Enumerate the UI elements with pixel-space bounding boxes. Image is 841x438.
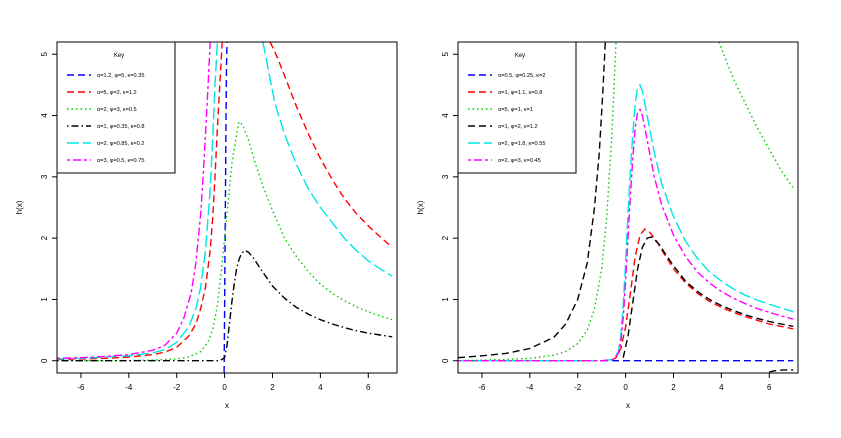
y-tick-label: 5 [40, 51, 49, 56]
series-line-3-part-2 [718, 42, 794, 189]
x-tick-label: 0 [222, 383, 227, 392]
legend-box [457, 41, 577, 174]
series-line-4-part-3 [769, 369, 794, 373]
series-line-1 [223, 42, 228, 373]
x-tick-label: 4 [719, 383, 724, 392]
series-line-2-part-2 [269, 42, 393, 248]
x-tick-label: 6 [767, 383, 772, 392]
y-tick-label: 2 [441, 235, 450, 240]
chart-panel-2: -6 -4 -2 0 2 4 6 0 1 2 3 4 5 x h(x) Key α=0.5, φ=0.25, κ… [416, 41, 799, 410]
legend-entry-1: α=1.2, φ=5, κ=0.35 [97, 73, 144, 79]
legend-entry-4: α=1, φ=0.35, κ=0.8 [97, 124, 144, 130]
legend-entry-5: α=2, φ=0.85, κ=0.2 [97, 141, 144, 147]
x-tick-label: 6 [366, 383, 371, 392]
legend: Key α=0.5, φ=0.25, κ=2 α=1, φ=1.1, κ=0.8 α=… [457, 41, 577, 174]
y-tick-label: 3 [40, 174, 49, 179]
series-line-4 [57, 249, 393, 362]
legend-entry-2: α=5, φ=2, κ=1.2 [97, 90, 137, 96]
x-tick-label: 0 [623, 383, 628, 392]
chart-panel-1: -6 -4 -2 0 2 4 6 0 1 2 3 4 5 x h(x) Key α=1.2, φ=5, κ=0.… [15, 41, 398, 410]
series-group [458, 42, 794, 373]
legend: Key α=1.2, φ=5, κ=0.35 α=5, φ=2, κ=1.2 α=2,… [56, 41, 176, 174]
series-line-3 [57, 120, 393, 362]
series-line-4-part-2 [622, 236, 794, 358]
y-tick-label: 3 [441, 174, 450, 179]
legend-entry-4: α=1, φ=2, κ=1.2 [498, 124, 538, 130]
legend-entry-6: α=3, φ=0.5, κ=0.75 [97, 158, 144, 164]
series-line-4 [458, 42, 606, 359]
legend-entry-3: α=5, φ=1, κ=1 [498, 107, 533, 113]
legend-entry-1: α=0.5, φ=0.25, κ=2 [498, 73, 545, 79]
plot-frame [56, 41, 398, 374]
x-tick-label: 4 [318, 383, 323, 392]
y-tick-label: 5 [441, 51, 450, 56]
x-tick-label: -4 [125, 383, 133, 392]
series-line-5-part-2 [262, 42, 393, 277]
legend-title: Key [114, 53, 124, 59]
x-tick-label: -6 [77, 383, 85, 392]
y-tick-label: 4 [40, 113, 49, 118]
series-line-6 [458, 107, 794, 362]
series-line-5 [57, 42, 219, 360]
x-tick-label: 2 [270, 383, 275, 392]
series-line-5 [458, 83, 794, 362]
x-tick-label: -2 [574, 383, 582, 392]
series-group [57, 42, 393, 373]
x-tick-label: -2 [173, 383, 181, 392]
legend-entry-5: α=2, φ=1.8, κ=0.55 [498, 141, 545, 147]
y-tick-label: 4 [441, 113, 450, 118]
legend-box [56, 41, 176, 174]
x-tick-label: -4 [526, 383, 534, 392]
legend-entry-6: α=2, φ=3, κ=0.45 [498, 158, 541, 164]
x-axis-label: x [626, 401, 630, 410]
y-axis-label: h(x) [15, 200, 24, 214]
y-tick-label: 1 [441, 297, 450, 302]
series-line-6 [57, 42, 211, 359]
x-tick-label: 2 [671, 383, 676, 392]
legend-entry-2: α=1, φ=1.1, κ=0.8 [498, 90, 542, 96]
legend-entry-3: α=2, φ=3, κ=0.5 [97, 107, 137, 113]
x-axis-label: x [225, 401, 229, 410]
y-tick-label: 0 [40, 358, 49, 363]
series-line-3 [458, 42, 617, 362]
y-tick-label: 1 [40, 297, 49, 302]
series-line-2 [458, 228, 794, 362]
x-tick-label: -6 [478, 383, 486, 392]
y-tick-label: 0 [441, 358, 450, 363]
y-tick-label: 2 [40, 235, 49, 240]
legend-title: Key [515, 53, 525, 59]
y-axis-label: h(x) [416, 200, 425, 214]
plot-frame [457, 41, 799, 374]
